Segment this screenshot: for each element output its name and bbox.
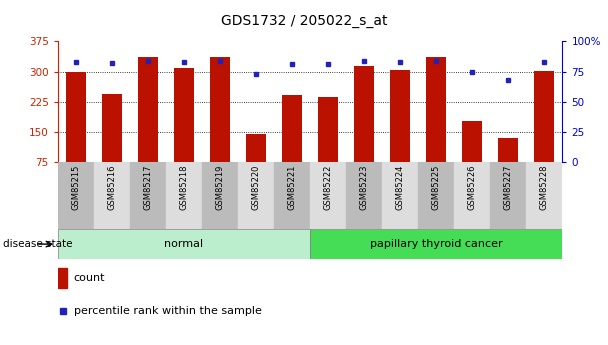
Bar <box>58 229 310 259</box>
Bar <box>202 162 238 229</box>
Bar <box>390 70 410 162</box>
Text: GSM85216: GSM85216 <box>108 164 116 210</box>
Bar <box>310 229 562 259</box>
Text: count: count <box>74 273 105 283</box>
Bar <box>130 162 166 229</box>
Text: GSM85223: GSM85223 <box>360 164 368 210</box>
Text: disease state: disease state <box>3 239 72 249</box>
Bar <box>346 162 382 229</box>
Text: GSM85226: GSM85226 <box>468 164 477 210</box>
Bar <box>534 71 554 162</box>
Bar <box>382 162 418 229</box>
Text: GDS1732 / 205022_s_at: GDS1732 / 205022_s_at <box>221 14 387 28</box>
Bar <box>238 162 274 229</box>
Bar <box>310 162 346 229</box>
Bar <box>282 95 302 162</box>
Bar <box>166 162 202 229</box>
Bar <box>454 162 490 229</box>
Bar <box>174 68 194 162</box>
Text: GSM85228: GSM85228 <box>540 164 549 210</box>
Text: GSM85219: GSM85219 <box>215 164 224 209</box>
Text: GSM85222: GSM85222 <box>323 164 333 209</box>
Bar <box>499 138 518 162</box>
Bar <box>527 162 562 229</box>
Bar <box>490 162 527 229</box>
Text: GSM85220: GSM85220 <box>252 164 260 209</box>
Bar <box>354 66 374 162</box>
Bar <box>318 97 338 162</box>
Text: GSM85221: GSM85221 <box>288 164 297 209</box>
Bar <box>102 94 122 162</box>
Bar <box>418 162 454 229</box>
Text: GSM85215: GSM85215 <box>71 164 80 209</box>
Text: GSM85225: GSM85225 <box>432 164 441 209</box>
Bar <box>426 57 446 162</box>
Bar <box>66 71 86 162</box>
Bar <box>138 58 158 162</box>
Text: normal: normal <box>164 239 204 249</box>
Text: GSM85217: GSM85217 <box>143 164 153 210</box>
Text: GSM85227: GSM85227 <box>504 164 513 210</box>
Bar <box>462 121 482 162</box>
Bar <box>94 162 130 229</box>
Text: papillary thyroid cancer: papillary thyroid cancer <box>370 239 503 249</box>
Bar <box>58 162 94 229</box>
Bar <box>246 134 266 162</box>
Bar <box>210 58 230 162</box>
Bar <box>58 268 67 288</box>
Bar <box>274 162 310 229</box>
Text: GSM85218: GSM85218 <box>179 164 188 210</box>
Text: percentile rank within the sample: percentile rank within the sample <box>74 306 261 316</box>
Text: GSM85224: GSM85224 <box>396 164 405 209</box>
